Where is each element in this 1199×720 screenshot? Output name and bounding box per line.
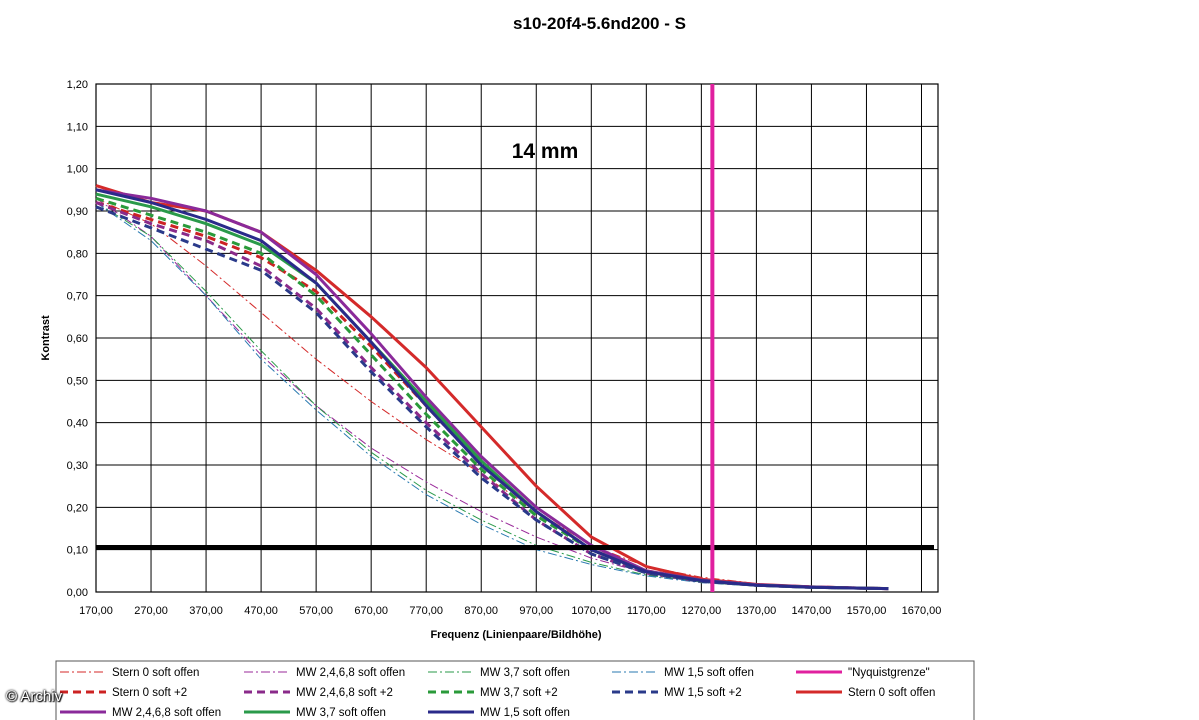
series-line-6 bbox=[95, 201, 889, 591]
series-line-13 bbox=[95, 188, 889, 591]
x-tick-label: 1270,00 bbox=[681, 605, 721, 617]
y-tick-label: 0,20 bbox=[67, 502, 88, 514]
y-tick-label: 1,00 bbox=[67, 164, 88, 176]
y-tick-label: 0,80 bbox=[67, 248, 88, 260]
grid-lines bbox=[95, 83, 939, 593]
y-tick-label: 0,70 bbox=[67, 291, 88, 303]
x-tick-label: 1570,00 bbox=[847, 605, 887, 617]
legend-label-12: MW 3,7 soft offen bbox=[296, 707, 386, 719]
legend: Stern 0 soft offen MW 2,4,6,8 soft offen M… bbox=[55, 660, 975, 720]
legend-label-5: "Nyquistgrenze" bbox=[848, 667, 930, 679]
y-tick-label: 0,30 bbox=[67, 460, 88, 472]
chart-title: s10-20f4-5.6nd200 - S bbox=[513, 14, 686, 33]
legend-label-3: MW 3,7 soft offen bbox=[480, 667, 570, 679]
series-line-9 bbox=[95, 205, 889, 591]
x-tick-label: 770,00 bbox=[409, 605, 443, 617]
legend-label-7: MW 2,4,6,8 soft +2 bbox=[296, 687, 393, 699]
x-tick-label: 470,00 bbox=[244, 605, 278, 617]
copyright-watermark: © Archiv bbox=[6, 688, 63, 705]
series-line-2 bbox=[95, 197, 889, 590]
y-tick-label: 1,10 bbox=[67, 121, 88, 133]
x-tick-label: 670,00 bbox=[354, 605, 388, 617]
legend-label-6: Stern 0 soft +2 bbox=[112, 687, 187, 699]
x-axis-title: Frequenz (Linienpaare/Bildhöhe) bbox=[430, 629, 601, 641]
y-axis-title: Kontrast bbox=[40, 315, 52, 361]
y-tick-label: 0,60 bbox=[67, 333, 88, 345]
tick-labels: 170,00 270,00 370,00 470,00 570,00 670,00 770,… bbox=[67, 79, 942, 617]
x-tick-label: 1170,00 bbox=[627, 605, 666, 617]
series-line-8 bbox=[95, 196, 889, 591]
x-tick-label: 870,00 bbox=[464, 605, 498, 617]
series-line-10 bbox=[95, 184, 889, 591]
legend-label-8: MW 3,7 soft +2 bbox=[480, 687, 558, 699]
x-tick-label: 270,00 bbox=[134, 605, 168, 617]
focal-length-annotation: 14 mm bbox=[512, 140, 579, 163]
y-tick-label: 1,20 bbox=[67, 79, 88, 91]
series-line-11 bbox=[95, 188, 889, 591]
x-tick-label: 170,00 bbox=[79, 605, 113, 617]
x-tick-label: 1370,00 bbox=[737, 605, 777, 617]
x-tick-label: 1470,00 bbox=[792, 605, 832, 617]
legend-label-1: Stern 0 soft offen bbox=[112, 667, 199, 679]
legend-label-11: MW 2,4,6,8 soft offen bbox=[112, 707, 221, 719]
y-tick-label: 0,40 bbox=[67, 418, 88, 430]
legend-label-13: MW 1,5 soft offen bbox=[480, 707, 570, 719]
x-tick-label: 970,00 bbox=[519, 605, 553, 617]
legend-label-2: MW 2,4,6,8 soft offen bbox=[296, 667, 405, 679]
series-line-3 bbox=[95, 202, 889, 590]
y-tick-label: 0,90 bbox=[67, 206, 88, 218]
y-tick-label: 0,50 bbox=[67, 375, 88, 387]
series-line-7 bbox=[95, 201, 889, 591]
reference-lines bbox=[96, 84, 934, 592]
x-tick-label: 1670,00 bbox=[902, 605, 942, 617]
legend-label-10: Stern 0 soft offen bbox=[848, 687, 935, 699]
legend-label-4: MW 1,5 soft offen bbox=[664, 667, 754, 679]
y-tick-label: 0,00 bbox=[67, 587, 88, 599]
series-line-4 bbox=[95, 202, 889, 590]
x-tick-label: 1070,00 bbox=[571, 605, 611, 617]
x-tick-label: 570,00 bbox=[299, 605, 333, 617]
series-layer bbox=[95, 184, 889, 591]
x-tick-label: 370,00 bbox=[189, 605, 223, 617]
legend-label-9: MW 1,5 soft +2 bbox=[664, 687, 742, 699]
series-line-1 bbox=[95, 197, 889, 590]
y-tick-label: 0,10 bbox=[67, 545, 88, 557]
